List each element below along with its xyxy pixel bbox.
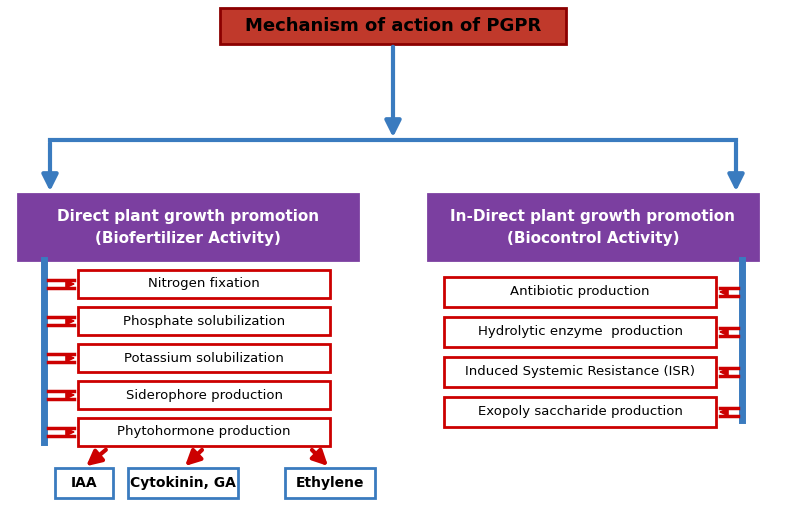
Text: Hydrolytic enzyme  production: Hydrolytic enzyme production	[478, 325, 682, 339]
Text: IAA: IAA	[71, 476, 97, 490]
Bar	[444, 397, 716, 427]
Text: Nitrogen fixation: Nitrogen fixation	[148, 278, 260, 290]
Bar	[128, 468, 238, 498]
Bar	[78, 270, 330, 298]
Bar	[18, 194, 358, 260]
Text: Potassium solubilization: Potassium solubilization	[124, 352, 284, 364]
Text: Cytokinin, GA: Cytokinin, GA	[130, 476, 236, 490]
Bar	[444, 357, 716, 387]
Bar	[78, 307, 330, 335]
Text: Exopoly saccharide production: Exopoly saccharide production	[478, 406, 682, 418]
Text: Siderophore production: Siderophore production	[126, 389, 282, 401]
Text: (Biocontrol Activity): (Biocontrol Activity)	[507, 231, 679, 247]
Bar	[78, 381, 330, 409]
Text: Phytohormone production: Phytohormone production	[117, 426, 291, 438]
Text: Antibiotic production: Antibiotic production	[510, 285, 650, 299]
Text: Induced Systemic Resistance (ISR): Induced Systemic Resistance (ISR)	[465, 365, 695, 378]
Text: (Biofertilizer Activity): (Biofertilizer Activity)	[95, 231, 281, 247]
Bar	[220, 8, 566, 44]
Text: Ethylene: Ethylene	[296, 476, 364, 490]
Bar	[444, 277, 716, 307]
Text: Phosphate solubilization: Phosphate solubilization	[123, 315, 285, 327]
Text: Mechanism of action of PGPR: Mechanism of action of PGPR	[245, 17, 541, 35]
Bar	[444, 317, 716, 347]
Bar	[78, 418, 330, 446]
Bar	[55, 468, 113, 498]
Bar	[78, 344, 330, 372]
Text: Direct plant growth promotion: Direct plant growth promotion	[57, 210, 319, 225]
Text: In-Direct plant growth promotion: In-Direct plant growth promotion	[450, 210, 736, 225]
Bar	[285, 468, 375, 498]
Bar	[428, 194, 758, 260]
